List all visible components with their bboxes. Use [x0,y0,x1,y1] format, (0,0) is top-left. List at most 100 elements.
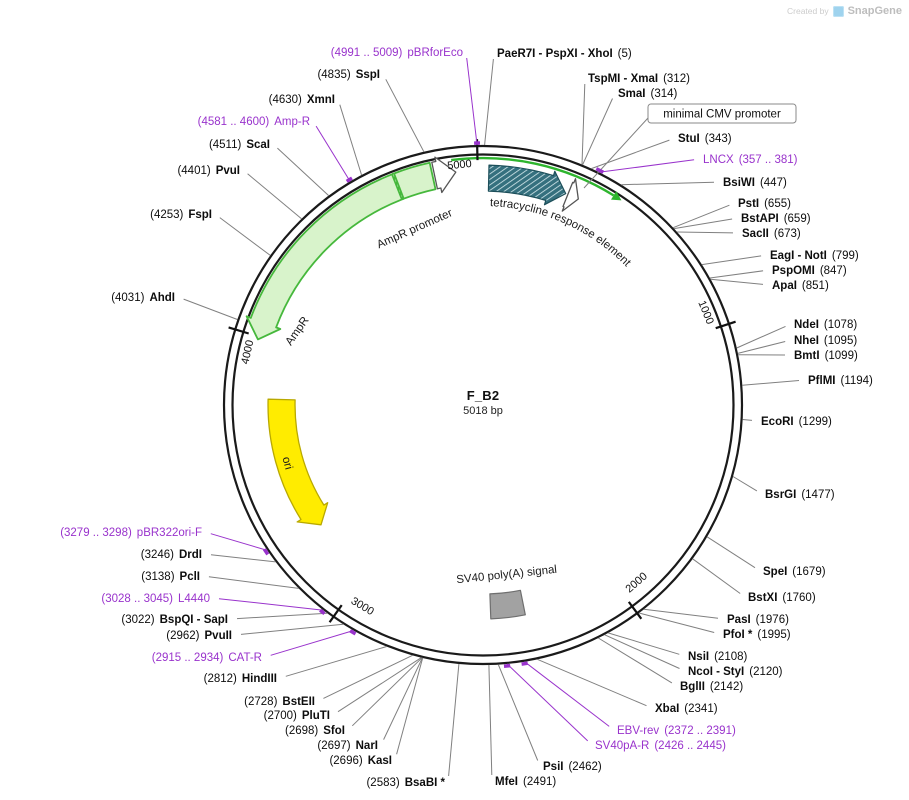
site-label-eagi-noti: EagI - NotI (799) [770,250,859,262]
position-label-3000: 3000 [349,595,376,618]
connector-psii [497,664,539,761]
connector-eagi-noti [701,255,762,266]
site-label-pluti: (2700) PluTI [264,710,330,722]
connector-bspqi-sapi [236,612,328,620]
site-label-bsteii: (2728) BstEII [244,696,315,708]
connector-lncx [598,159,695,173]
feature-boundary-dash [391,172,404,201]
feature-minimal-cmv-promoter [561,178,579,212]
connector-cat-r [270,630,354,656]
connector-pluti [337,657,422,713]
site-label-bglii: BglII (2142) [680,681,743,693]
connector-xmni [339,104,363,176]
position-tick-4000 [228,326,250,335]
connector-sv40pa-r [506,663,589,742]
site-label-pasi: PasI (1976) [727,614,789,626]
site-label-xbai: XbaI (2341) [655,703,718,715]
feature-tre-arc [451,156,615,197]
feature-sv40-polya-signal [489,589,526,620]
connector-bglii [598,637,673,684]
connector-bsrgi [732,476,758,492]
site-label-pbr322ori-f: (3279 .. 3298) pBR322ori-F [60,527,202,539]
connector-sfoi [351,657,423,727]
feature-label-ampr-promoter: AmpR promoter [375,207,454,251]
site-label-bmti: BmtI (1099) [794,350,858,362]
connector-pspomi [709,270,764,279]
connector-xbai [537,658,647,707]
plasmid-ring-inner [231,153,735,657]
site-label-sv40pa-r: SV40pA-R (2426 .. 2445) [595,740,726,752]
site-label-ahdi: (4031) AhdI [111,292,175,304]
primer-mark-amp-r [345,176,353,183]
watermark-brand: SnapGene [847,5,902,17]
feature-label-ampr: AmpR [283,315,311,348]
site-label-ebv-rev: EBV-rev (2372 .. 2391) [617,725,736,737]
site-label-pvuii: (2962) PvuII [166,630,232,642]
site-label-psii: PsiI (2462) [543,761,602,773]
site-label-stui: StuI (343) [678,133,732,145]
feature-label-ori: ori [279,455,294,470]
primer-mark-lncx [595,167,605,174]
connector-hindiii [285,646,387,677]
connector-stui [591,139,670,170]
site-label-bsiwi: BsiWI (447) [723,177,787,189]
connector-sacii [677,231,734,234]
connector-psti [672,204,730,229]
site-label-psti: PstI (655) [738,198,791,210]
site-label-l4440: (3028 .. 3045) L4440 [101,593,210,605]
feature-ampr [245,173,403,341]
connector-sspi [385,79,425,153]
connector-kasi [396,657,424,755]
connector-nhei [737,341,786,354]
site-label-bsabi: (2583) BsaBI * [366,777,445,789]
site-label-scai: (4511) ScaI [209,139,270,151]
connector-ncoi-styi [604,634,680,669]
connector-ndei [736,325,786,349]
site-label-pvui: (4401) PvuI [177,165,240,177]
connector-scai [277,147,330,197]
site-label-bstapi: BstAPI (659) [741,213,811,225]
site-label-cat-r: (2915 .. 2934) CAT-R [152,652,262,664]
primer-mark-ebv-rev [521,661,528,666]
site-label-bspqi-sapi: (3022) BspQI - SapI [121,614,228,626]
connector-pbr322ori-f [210,533,268,551]
site-label-drdi: (3246) DrdI [141,549,202,561]
site-label-nhei: NheI (1095) [794,335,857,347]
site-label-kasi: (2696) KasI [329,755,392,767]
connector-nari [383,657,423,740]
connector-pvui [247,173,302,220]
connector-pcli [208,576,299,589]
site-label-xmni: (4630) XmnI [269,94,335,106]
connector-pbrforeco [466,57,478,146]
position-tick-3000 [328,604,343,623]
snapgene-watermark: Created by SnapGene [787,5,902,17]
snapgene-logo-icon [832,5,844,17]
feature-label-sv40-polya-signal: SV40 poly(A) signal [456,564,558,586]
connector-spei [706,536,756,569]
connector-pfoi [638,612,715,633]
connector-apai [710,278,764,285]
connector-fspi [219,217,271,256]
connector-pflmi [742,380,800,386]
position-label-5000: 5000 [447,158,473,172]
feature-tetracycline-response-element [487,164,567,206]
connector-tspmi-xmai [581,83,586,165]
position-label-4000: 4000 [239,339,256,366]
site-label-pcli: (3138) PclI [141,571,200,583]
primer-mark-sv40pa-r [503,663,511,668]
boxed-label-connector [583,117,649,189]
feature-ampr-promoter-arrow [431,156,457,194]
site-label-pfoi: PfoI * (1995) [723,629,791,641]
site-label-hindiii: (2812) HindIII [204,673,277,685]
connector-mfei [488,664,493,776]
site-label-pbrforeco: (4991 .. 5009) pBRforEco [331,47,463,59]
site-label-fspi: (4253) FspI [150,209,212,221]
boxed-label-frame [647,103,797,124]
site-label-pspomi: PspOMI (847) [772,265,847,277]
site-label-ecori: EcoRI (1299) [761,416,832,428]
connector-bstxi [692,558,741,594]
connector-ahdi [183,298,238,320]
connector-bsabi [448,663,460,777]
